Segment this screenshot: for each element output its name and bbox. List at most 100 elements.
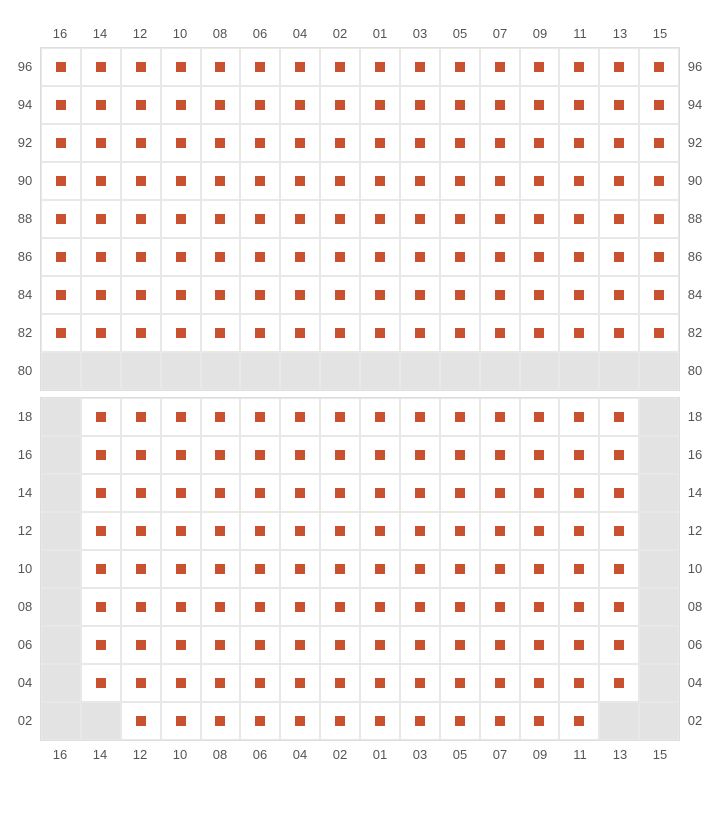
- seat-available[interactable]: [280, 550, 320, 588]
- seat-available[interactable]: [240, 588, 280, 626]
- seat-available[interactable]: [201, 512, 241, 550]
- seat-available[interactable]: [440, 436, 480, 474]
- seat-available[interactable]: [360, 238, 400, 276]
- seat-available[interactable]: [440, 702, 480, 740]
- seat-available[interactable]: [440, 124, 480, 162]
- seat-available[interactable]: [360, 86, 400, 124]
- seat-available[interactable]: [41, 200, 81, 238]
- seat-available[interactable]: [240, 436, 280, 474]
- seat-available[interactable]: [400, 436, 440, 474]
- seat-available[interactable]: [360, 436, 400, 474]
- seat-available[interactable]: [440, 200, 480, 238]
- seat-available[interactable]: [280, 398, 320, 436]
- seat-available[interactable]: [240, 664, 280, 702]
- seat-available[interactable]: [520, 512, 560, 550]
- seat-available[interactable]: [280, 702, 320, 740]
- seat-available[interactable]: [240, 702, 280, 740]
- seat-available[interactable]: [599, 162, 639, 200]
- seat-available[interactable]: [360, 162, 400, 200]
- seat-available[interactable]: [520, 314, 560, 352]
- seat-available[interactable]: [320, 702, 360, 740]
- seat-available[interactable]: [161, 86, 201, 124]
- seat-available[interactable]: [240, 314, 280, 352]
- seat-available[interactable]: [440, 86, 480, 124]
- seat-available[interactable]: [121, 200, 161, 238]
- seat-available[interactable]: [280, 238, 320, 276]
- seat-available[interactable]: [480, 626, 520, 664]
- seat-available[interactable]: [81, 86, 121, 124]
- seat-available[interactable]: [400, 124, 440, 162]
- seat-available[interactable]: [599, 48, 639, 86]
- seat-available[interactable]: [280, 314, 320, 352]
- seat-available[interactable]: [480, 512, 520, 550]
- seat-available[interactable]: [599, 124, 639, 162]
- seat-available[interactable]: [161, 512, 201, 550]
- seat-available[interactable]: [81, 162, 121, 200]
- seat-available[interactable]: [520, 162, 560, 200]
- seat-available[interactable]: [400, 474, 440, 512]
- seat-available[interactable]: [240, 124, 280, 162]
- seat-available[interactable]: [280, 626, 320, 664]
- seat-available[interactable]: [520, 276, 560, 314]
- seat-available[interactable]: [280, 124, 320, 162]
- seat-available[interactable]: [161, 436, 201, 474]
- seat-available[interactable]: [201, 664, 241, 702]
- seat-available[interactable]: [400, 626, 440, 664]
- seat-available[interactable]: [559, 474, 599, 512]
- seat-available[interactable]: [320, 626, 360, 664]
- seat-available[interactable]: [201, 314, 241, 352]
- seat-available[interactable]: [520, 436, 560, 474]
- seat-available[interactable]: [480, 664, 520, 702]
- seat-available[interactable]: [559, 162, 599, 200]
- seat-available[interactable]: [360, 550, 400, 588]
- seat-available[interactable]: [201, 398, 241, 436]
- seat-available[interactable]: [81, 314, 121, 352]
- seat-available[interactable]: [320, 200, 360, 238]
- seat-available[interactable]: [121, 436, 161, 474]
- seat-available[interactable]: [240, 626, 280, 664]
- seat-available[interactable]: [41, 162, 81, 200]
- seat-available[interactable]: [440, 550, 480, 588]
- seat-available[interactable]: [161, 588, 201, 626]
- seat-available[interactable]: [81, 550, 121, 588]
- seat-available[interactable]: [280, 276, 320, 314]
- seat-available[interactable]: [559, 48, 599, 86]
- seat-available[interactable]: [280, 474, 320, 512]
- seat-available[interactable]: [480, 588, 520, 626]
- seat-available[interactable]: [360, 512, 400, 550]
- seat-available[interactable]: [360, 664, 400, 702]
- seat-available[interactable]: [440, 398, 480, 436]
- seat-available[interactable]: [360, 702, 400, 740]
- seat-available[interactable]: [599, 314, 639, 352]
- seat-available[interactable]: [320, 664, 360, 702]
- seat-available[interactable]: [599, 588, 639, 626]
- seat-available[interactable]: [480, 162, 520, 200]
- seat-available[interactable]: [559, 398, 599, 436]
- seat-available[interactable]: [81, 588, 121, 626]
- seat-available[interactable]: [121, 626, 161, 664]
- seat-available[interactable]: [240, 162, 280, 200]
- seat-available[interactable]: [201, 436, 241, 474]
- seat-available[interactable]: [320, 436, 360, 474]
- seat-available[interactable]: [121, 512, 161, 550]
- seat-available[interactable]: [360, 588, 400, 626]
- seat-available[interactable]: [81, 474, 121, 512]
- seat-available[interactable]: [240, 48, 280, 86]
- seat-available[interactable]: [81, 626, 121, 664]
- seat-available[interactable]: [201, 588, 241, 626]
- seat-available[interactable]: [161, 276, 201, 314]
- seat-available[interactable]: [41, 238, 81, 276]
- seat-available[interactable]: [360, 474, 400, 512]
- seat-available[interactable]: [520, 200, 560, 238]
- seat-available[interactable]: [520, 588, 560, 626]
- seat-available[interactable]: [121, 276, 161, 314]
- seat-available[interactable]: [280, 588, 320, 626]
- seat-available[interactable]: [599, 474, 639, 512]
- seat-available[interactable]: [559, 276, 599, 314]
- seat-available[interactable]: [81, 664, 121, 702]
- seat-available[interactable]: [41, 314, 81, 352]
- seat-available[interactable]: [121, 398, 161, 436]
- seat-available[interactable]: [559, 626, 599, 664]
- seat-available[interactable]: [320, 48, 360, 86]
- seat-available[interactable]: [559, 702, 599, 740]
